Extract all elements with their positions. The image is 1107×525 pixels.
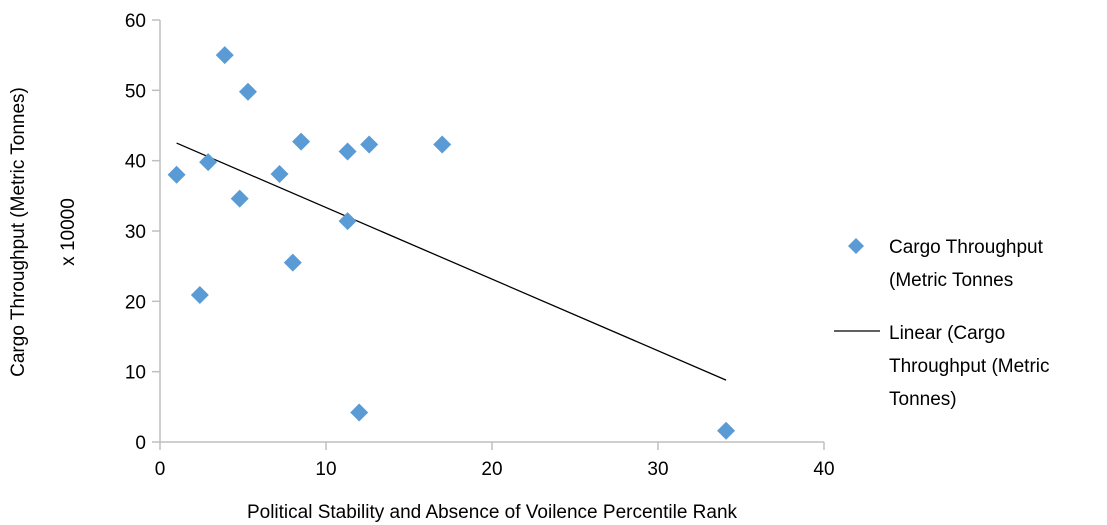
y-tick-label: 60 xyxy=(125,11,146,32)
x-axis-ticks: 0 10 20 30 40 xyxy=(155,442,835,480)
data-point xyxy=(433,135,452,154)
legend-label-linear: Tonnes) xyxy=(889,389,957,410)
y-axis-title: Cargo Throughput (Metric Tonnes) x 10000 xyxy=(8,87,79,377)
data-point xyxy=(360,135,379,154)
y-axis-title-line1: Cargo Throughput (Metric Tonnes) xyxy=(8,87,29,377)
linear-trendline xyxy=(176,142,727,381)
x-tick-label: 10 xyxy=(315,459,336,480)
data-point xyxy=(338,212,357,231)
y-tick-label: 50 xyxy=(125,81,146,102)
data-point xyxy=(270,165,289,184)
x-tick-label: 20 xyxy=(481,459,502,480)
data-point xyxy=(215,46,234,65)
x-tick-label: 40 xyxy=(813,459,834,480)
data-points xyxy=(167,46,736,440)
y-tick-label: 0 xyxy=(135,433,146,454)
y-tick-label: 30 xyxy=(125,222,146,243)
x-axis-title: Political Stability and Absence of Voile… xyxy=(247,502,738,523)
data-point xyxy=(230,189,249,208)
data-point xyxy=(199,153,218,172)
data-point xyxy=(338,142,357,161)
data-point xyxy=(292,132,311,151)
y-tick-label: 40 xyxy=(125,152,146,173)
data-point xyxy=(717,421,736,440)
data-point xyxy=(283,253,302,272)
x-tick-label: 30 xyxy=(647,459,668,480)
legend-label-linear: Linear (Cargo xyxy=(889,323,1005,344)
trendline-group xyxy=(176,142,727,381)
y-axis-ticks: 0 10 20 30 40 50 60 xyxy=(125,11,160,454)
legend-label-linear: Throughput (Metric xyxy=(889,356,1050,377)
data-point xyxy=(350,403,369,422)
legend-marker-cargo xyxy=(848,238,864,254)
data-point xyxy=(190,286,209,305)
y-axis-title-line2: x 10000 xyxy=(58,198,79,266)
legend-label-cargo: Cargo Throughput xyxy=(889,237,1044,258)
data-point xyxy=(167,165,186,184)
y-tick-label: 10 xyxy=(125,363,146,384)
plot-area: 0 10 20 30 40 50 60 0 10 20 30 40 xyxy=(125,11,835,480)
data-point xyxy=(238,82,257,101)
legend-label-cargo: (Metric Tonnes xyxy=(889,270,1013,291)
y-tick-label: 20 xyxy=(125,292,146,313)
x-tick-label: 0 xyxy=(155,459,166,480)
legend: Cargo Throughput (Metric Tonnes Linear (Ca… xyxy=(834,237,1050,410)
